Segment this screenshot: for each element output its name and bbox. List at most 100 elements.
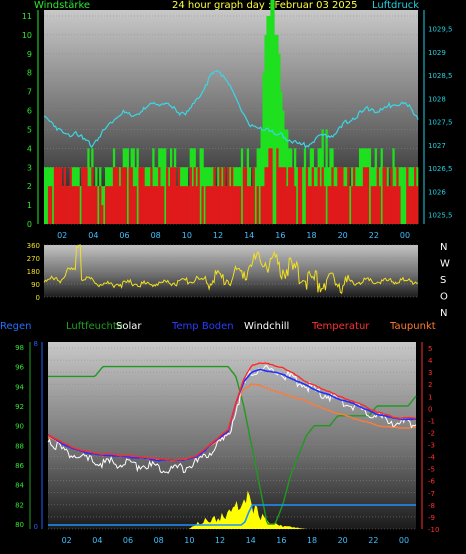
direction-line — [43, 244, 419, 295]
gust-bar — [388, 186, 391, 224]
gust-bar — [47, 186, 51, 224]
gust-bar — [59, 167, 63, 224]
wind-bar — [280, 91, 283, 225]
wind-bar — [276, 34, 279, 225]
gust-bar — [412, 186, 415, 224]
x-tick-label: 06 — [119, 231, 129, 240]
x-tick-label: 02 — [62, 536, 72, 545]
gust-bar — [81, 167, 84, 224]
gust-bar — [280, 167, 283, 224]
gust-bar — [236, 186, 240, 224]
wind-bar — [274, 34, 277, 225]
gust-bar — [392, 186, 395, 224]
gust-bar — [234, 186, 238, 224]
gust-bar — [57, 167, 61, 224]
humidity-tick-label: 88 — [15, 442, 24, 450]
wind-tick-label: 10 — [22, 31, 32, 40]
gust-bar — [219, 167, 222, 224]
pressure-tick-label: 1028,5 — [428, 72, 453, 80]
x-tick-label: 18 — [306, 231, 316, 240]
gust-bar — [406, 167, 409, 224]
gust-bar — [162, 186, 165, 224]
gust-bar — [270, 148, 273, 224]
direction-tick-label: 360 — [27, 242, 40, 250]
x-tick-label: 02 — [57, 231, 67, 240]
gust-bar — [75, 186, 78, 224]
gust-bar — [288, 167, 291, 224]
gust-bar — [116, 167, 120, 224]
gust-bar — [331, 167, 334, 224]
gust-bar — [319, 186, 322, 224]
gust-bar — [333, 186, 336, 224]
temperature-panel-background — [48, 342, 416, 529]
gust-bar — [65, 186, 68, 224]
wind-bar — [164, 148, 167, 224]
wind-bar — [402, 167, 405, 224]
wind-bar — [266, 16, 269, 224]
wind-bar — [199, 148, 202, 224]
rain-line — [48, 504, 416, 526]
gust-bar — [110, 186, 114, 224]
wind-axis-title: Windstärke — [34, 0, 91, 11]
legend-item: Temp Boden — [171, 321, 234, 332]
legend-item: Temperatur — [311, 321, 370, 332]
gust-bar — [128, 167, 131, 224]
pressure-tick-label: 1027,5 — [428, 119, 453, 127]
wind-bar — [126, 148, 129, 224]
gust-bar — [292, 167, 295, 224]
gust-bar — [49, 186, 53, 224]
gust-bar — [252, 167, 255, 224]
gust-bar — [152, 186, 155, 224]
gust-bar — [114, 167, 118, 224]
temp-tick-label: 4 — [428, 357, 433, 365]
gust-bar — [355, 186, 358, 224]
gust-bar — [362, 167, 366, 224]
wind-tick-label: 5 — [27, 125, 32, 134]
pressure-tick-label: 1029,5 — [428, 26, 453, 34]
gust-bar — [307, 186, 311, 224]
gust-bar — [142, 167, 145, 224]
wind-bar — [79, 186, 82, 224]
gust-bar — [356, 186, 360, 224]
wind-bar — [325, 129, 328, 224]
pressure-tick-label: 1026 — [428, 188, 446, 196]
temp-tick-label: 1 — [428, 393, 432, 401]
gust-bar — [378, 186, 381, 224]
temp-tick-label: -7 — [428, 490, 435, 498]
gust-bar — [416, 186, 419, 224]
wind-bar — [301, 167, 305, 224]
direction-label: W — [440, 259, 450, 270]
gust-bar — [286, 186, 289, 224]
x-tick-label: 08 — [151, 231, 161, 240]
gust-bar — [351, 186, 354, 224]
gust-bar — [171, 167, 175, 224]
gust-bar — [193, 167, 196, 224]
temp-tick-label: 2 — [428, 381, 432, 389]
wind-tick-label: 4 — [27, 144, 32, 153]
gust-bar — [183, 186, 187, 224]
gust-bar — [410, 186, 413, 224]
legend-item: Regen — [0, 321, 32, 332]
gust-bar — [83, 167, 86, 224]
gust-bar — [347, 167, 350, 224]
x-tick-label: 20 — [338, 536, 348, 545]
direction-tick-label: 90 — [31, 281, 40, 289]
gust-bar — [146, 186, 149, 224]
direction-label: O — [440, 292, 448, 303]
x-tick-label: 22 — [369, 231, 379, 240]
x-tick-label: 16 — [276, 536, 286, 545]
x-tick-label: 04 — [88, 231, 98, 240]
gust-bar — [225, 186, 228, 224]
wind-bar — [97, 186, 100, 224]
wind-bar — [368, 148, 372, 224]
gust-bar — [179, 186, 183, 224]
legend-item: Taupunkt — [389, 321, 436, 332]
wind-tick-label: 8 — [27, 69, 32, 78]
gust-bar — [337, 167, 340, 224]
gust-bar — [124, 167, 127, 224]
gust-bar — [232, 186, 236, 224]
gust-bar — [244, 167, 248, 224]
wind-tick-label: 1 — [27, 201, 32, 210]
gust-bar — [266, 167, 269, 224]
wind-bar — [380, 148, 383, 224]
